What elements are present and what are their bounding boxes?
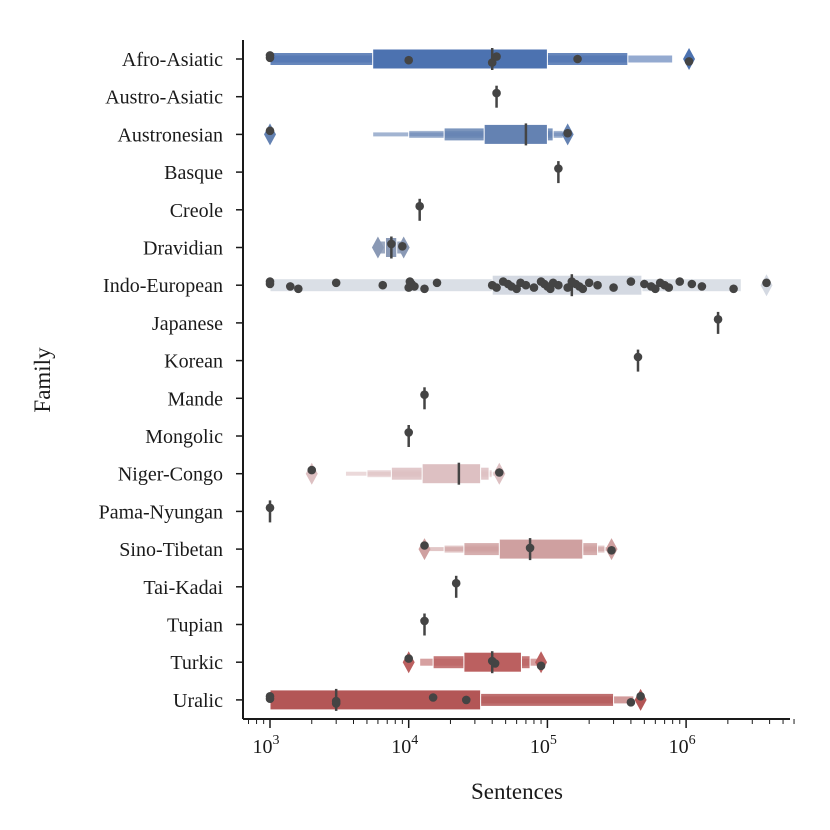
data-point-afro-asiatic-3 [487,58,497,67]
data-point-indo-european-44 [697,282,707,291]
data-point-indo-european-45 [729,284,738,294]
data-point-turkic-2 [490,659,500,668]
x-tick-exponent: 4 [411,733,418,748]
data-point-afro-asiatic-5 [573,54,582,64]
x-tick-label-6: 106 [669,733,696,758]
data-point-niger-congo-0 [307,465,317,475]
data-point-uralic-5 [461,695,471,705]
data-point-sino-tibetan-1 [525,543,535,553]
data-point-indo-european-9 [410,282,419,291]
data-point-uralic-3 [331,699,341,708]
data-point-indo-european-3 [294,284,303,294]
data-point-uralic-1 [265,694,275,703]
data-point-dravidian-0 [387,239,396,249]
outlier-marker-dravidian-0 [371,236,384,259]
data-point-indo-european-10 [420,284,429,294]
data-point-austronesian-1 [563,128,572,138]
box-level-afro-asiatic-0 [372,48,548,70]
data-point-afro-asiatic-2 [404,55,414,65]
data-point-indo-european-35 [626,277,636,286]
data-point-indo-european-38 [651,284,660,294]
data-point-creole-0 [415,201,424,211]
y-tick-label-indo-european: Indo-European [103,275,223,297]
box-level-austronesian-0 [483,123,548,145]
data-point-indo-european-27 [563,283,572,292]
y-tick-label-niger-congo: Niger-Congo [118,464,223,486]
data-point-indo-european-11 [432,278,442,288]
data-point-basque-0 [554,164,563,173]
data-point-dravidian-1 [398,242,407,251]
data-point-indo-european-5 [378,280,388,290]
data-point-indo-european-36 [640,279,649,289]
data-point-austro-asiatic-0 [492,88,501,98]
data-point-mongolic-0 [404,428,414,437]
y-axis-label: Family [30,347,55,413]
data-point-afro-asiatic-4 [492,52,501,61]
data-point-indo-european-4 [331,278,341,288]
data-point-indo-european-46 [762,278,771,288]
data-point-sino-tibetan-2 [607,546,616,555]
data-point-niger-congo-1 [495,468,504,477]
box-level-uralic-0 [269,689,482,711]
data-point-indo-european-33 [593,280,602,290]
data-point-sino-tibetan-0 [420,541,429,550]
y-tick-label-afro-asiatic: Afro-Asiatic [122,49,223,71]
data-point-pama-nyungan-0 [265,503,275,513]
x-tick-label-4: 104 [391,733,418,758]
data-point-indo-european-1 [265,279,275,289]
data-point-japanese-0 [713,315,723,324]
y-tick-label-mongolic: Mongolic [145,426,223,448]
y-tick-label-korean: Korean [164,351,223,373]
y-tick-label-uralic: Uralic [173,690,223,712]
x-tick-label-3: 103 [253,733,280,758]
data-point-indo-european-34 [609,283,618,292]
y-tick-label-austronesian: Austronesian [117,124,223,146]
y-tick-label-basque: Basque [164,162,223,184]
data-point-indo-european-19 [521,280,531,290]
y-tick-label-turkic: Turkic [170,652,223,674]
data-point-uralic-6 [626,698,636,707]
data-point-mande-0 [420,390,429,400]
x-tick-exponent: 3 [273,733,280,748]
data-point-korean-0 [633,352,643,362]
axes: Afro-Asiatic Austro-Asiatic Austronesian Ba… [99,40,795,758]
y-tick-label-tupian: Tupian [167,615,223,637]
x-tick-label-5: 105 [530,733,557,758]
data-point-austronesian-0 [265,126,275,136]
data-point-indo-european-26 [554,280,563,290]
y-tick-label-sino-tibetan: Sino-Tibetan [119,539,223,561]
data-point-indo-european-13 [492,283,501,292]
y-tick-label-dravidian: Dravidian [143,238,223,260]
x-tick-exponent: 5 [550,733,557,748]
y-tick-label-tai-kadai: Tai-Kadai [143,577,223,599]
y-tick-label-japanese: Japanese [152,313,223,335]
data-point-indo-european-41 [664,283,674,292]
y-tick-label-austro-asiatic: Austro-Asiatic [105,87,223,109]
box-level-niger-congo-0 [421,463,482,485]
data-point-uralic-7 [636,692,645,701]
x-tick-exponent: 6 [689,733,696,748]
data-point-afro-asiatic-1 [265,53,275,63]
data-point-tupian-0 [420,616,429,626]
y-tick-label-pama-nyungan: Pama-Nyungan [99,501,223,523]
data-point-tai-kadai-0 [451,578,461,588]
data-point-indo-european-42 [675,277,685,286]
data-point-indo-european-31 [578,284,588,294]
data-point-indo-european-32 [584,278,594,288]
data-point-indo-european-2 [285,282,295,291]
x-axis-label: Sentences [471,779,563,804]
box-level-sino-tibetan-0 [498,538,584,560]
data-point-turkic-0 [404,654,414,663]
y-tick-label-creole: Creole [170,200,223,222]
data-point-indo-european-43 [687,279,697,289]
y-tick-label-mande: Mande [167,388,223,410]
data-point-afro-asiatic-6 [684,57,694,66]
data-point-uralic-4 [428,693,438,702]
data-point-turkic-3 [536,661,546,671]
data-point-indo-european-20 [529,283,539,292]
plot-area [264,48,773,711]
